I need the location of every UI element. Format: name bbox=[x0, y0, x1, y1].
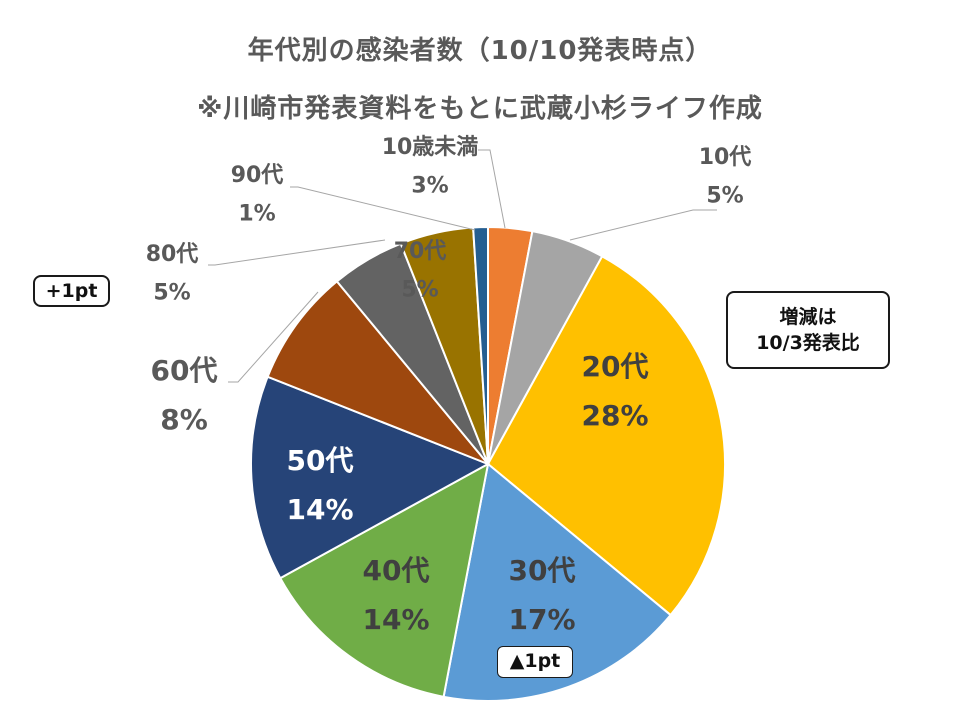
leader-line-10 bbox=[290, 186, 476, 231]
slice-percent-9: 5% bbox=[153, 281, 190, 306]
slice-percent-1: 3% bbox=[411, 174, 448, 199]
note-line-1: 増減は bbox=[779, 306, 837, 328]
slice-label-3: 20代 bbox=[582, 350, 649, 383]
slice-label-8: 70代 bbox=[394, 239, 447, 264]
leader-line-1 bbox=[478, 149, 506, 229]
leader-line-2 bbox=[569, 209, 717, 241]
note-box: 増減は 10/3発表比 bbox=[726, 291, 890, 369]
slice-percent-4: 17% bbox=[508, 603, 575, 636]
pie-slice-5 bbox=[278, 462, 490, 698]
slice-label-5: 40代 bbox=[363, 554, 430, 587]
pie-slice-4 bbox=[442, 462, 673, 702]
slice-percent-3: 28% bbox=[581, 399, 648, 432]
slice-label-9: 80代 bbox=[146, 242, 199, 267]
leader-line-9 bbox=[208, 239, 386, 266]
pie-slice-6 bbox=[250, 375, 491, 580]
pie-slice-7 bbox=[266, 279, 489, 465]
slice-label-4: 30代 bbox=[509, 554, 576, 587]
callout-30s: ▲1pt bbox=[497, 646, 573, 678]
slice-label-1: 10歳未満 bbox=[382, 134, 479, 160]
slice-label-10: 90代 bbox=[231, 163, 284, 188]
slice-percent-2: 5% bbox=[706, 184, 743, 209]
slice-label-2: 10代 bbox=[699, 145, 752, 170]
chart-title: 年代別の感染者数（10/10発表時点） bbox=[247, 36, 713, 66]
note-line-2: 10/3発表比 bbox=[756, 332, 860, 354]
slice-label-6: 50代 bbox=[287, 444, 354, 477]
slice-percent-5: 14% bbox=[362, 603, 429, 636]
pie-slice-3 bbox=[486, 254, 726, 617]
chart-subtitle: ※川崎市発表資料をもとに武蔵小杉ライフ作成 bbox=[197, 94, 763, 124]
slice-percent-6: 14% bbox=[286, 493, 353, 526]
slice-percent-7: 8% bbox=[160, 403, 208, 436]
slice-label-7: 60代 bbox=[151, 354, 218, 387]
leader-line-7 bbox=[228, 291, 319, 383]
slice-percent-10: 1% bbox=[238, 202, 275, 227]
pie-slice-10 bbox=[472, 225, 489, 465]
callout-80s: +1pt bbox=[33, 275, 110, 307]
slice-percent-8: 5% bbox=[401, 278, 438, 303]
